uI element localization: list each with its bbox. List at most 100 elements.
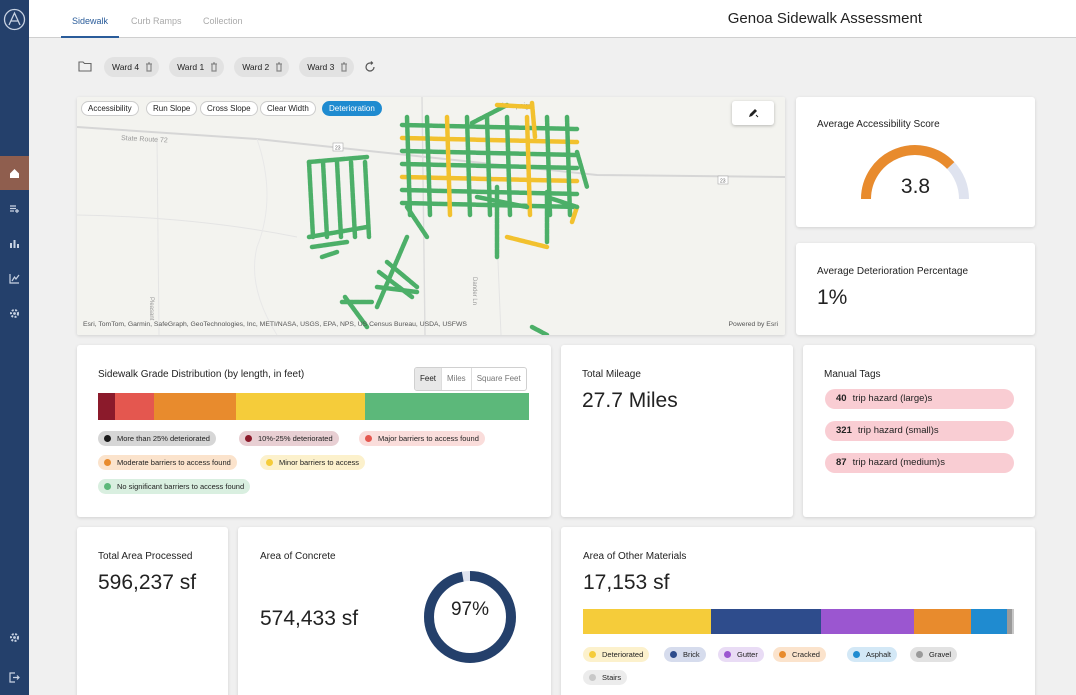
tab-curb-ramps[interactable]: Curb Ramps	[131, 16, 182, 26]
materials-legend-item[interactable]: Gravel	[910, 647, 958, 662]
sidewalk-segment[interactable]	[504, 114, 513, 218]
add-list-nav[interactable]	[0, 191, 29, 225]
grade-legend-item[interactable]: Minor barriers to access	[260, 455, 366, 470]
sidewalk-segment[interactable]	[424, 114, 433, 218]
sidewalk-segment[interactable]	[320, 159, 330, 240]
trash-icon[interactable]	[340, 62, 348, 72]
trash-icon[interactable]	[275, 62, 283, 72]
map-edit-button[interactable]	[732, 101, 774, 125]
grade-bar-segment[interactable]	[365, 393, 529, 420]
materials-legend-item[interactable]: Stairs	[583, 670, 628, 685]
grade-bar-segment[interactable]	[98, 393, 116, 420]
unit-feet[interactable]: Feet	[415, 368, 442, 390]
ward-chip[interactable]: Ward 2	[234, 57, 290, 77]
sidewalk-segment[interactable]	[524, 114, 533, 218]
ward-chip[interactable]: Ward 1	[169, 57, 225, 77]
sidewalk-segment[interactable]	[404, 114, 413, 218]
materials-bar-segment[interactable]	[583, 609, 711, 634]
unit-square-feet[interactable]: Square Feet	[470, 368, 526, 390]
grade-legend-item[interactable]: Major barriers to access found	[359, 431, 485, 446]
materials-legend-item[interactable]: Gutter	[718, 647, 764, 662]
reports-nav[interactable]	[0, 261, 29, 295]
sidewalk-segment[interactable]	[374, 234, 410, 310]
sidewalk-segment[interactable]	[306, 159, 316, 240]
sidewalk-segment[interactable]	[494, 102, 535, 110]
sidewalk-segment[interactable]	[544, 194, 580, 210]
materials-bar-segment[interactable]	[710, 609, 822, 634]
map-tool-accessibility[interactable]: Accessibility	[81, 101, 139, 116]
sidewalk-segment[interactable]	[348, 159, 358, 240]
sidewalk-segment[interactable]	[306, 154, 370, 165]
app-logo-icon[interactable]	[3, 8, 26, 31]
sidewalk-segment[interactable]	[374, 284, 420, 295]
materials-bar-segment[interactable]	[1011, 609, 1014, 634]
map-tool-cross-slope[interactable]: Cross Slope	[200, 101, 258, 116]
sidewalk-segment[interactable]	[529, 100, 538, 140]
total-area-value: 596,237 sf	[98, 571, 197, 594]
map-canvas[interactable]: State Route 72 Champaign 23 23 Pleasant …	[77, 97, 785, 335]
sidewalk-segment[interactable]	[306, 224, 370, 240]
grade-legend-item[interactable]: Moderate barriers to access found	[98, 455, 237, 470]
trash-icon[interactable]	[145, 62, 153, 72]
ward-chip[interactable]: Ward 3	[299, 57, 355, 77]
materials-legend-item[interactable]: Brick	[664, 647, 706, 662]
tab-sidewalk[interactable]: Sidewalk	[61, 0, 119, 38]
materials-stacked-bar[interactable]	[583, 609, 1014, 634]
sidewalk-network[interactable]	[306, 100, 590, 335]
settings-nav[interactable]	[0, 296, 29, 330]
map-card[interactable]: State Route 72 Champaign 23 23 Pleasant …	[77, 97, 785, 335]
sidewalk-segment[interactable]	[384, 259, 420, 290]
sidewalk-segment[interactable]	[474, 194, 530, 210]
grade-legend-item[interactable]: 10%-25% deteriorated	[239, 431, 339, 446]
deterioration-title: Average Deterioration Percentage	[817, 266, 969, 277]
sidewalk-segment[interactable]	[334, 159, 344, 240]
concrete-donut	[424, 571, 516, 663]
tab-collection[interactable]: Collection	[203, 16, 243, 26]
sidewalk-segment[interactable]	[404, 204, 430, 240]
map-tool-run-slope[interactable]: Run Slope	[146, 101, 198, 116]
logout-nav[interactable]	[0, 660, 29, 694]
legend-dot-icon	[266, 459, 273, 466]
materials-legend-item[interactable]: Deteriorated	[583, 647, 650, 662]
map-tool-clear-width[interactable]: Clear Width	[260, 101, 316, 116]
materials-legend-item[interactable]: Cracked	[773, 647, 826, 662]
sidewalk-segment[interactable]	[319, 249, 340, 260]
sidewalk-segment[interactable]	[444, 114, 453, 218]
sidewalk-segment[interactable]	[569, 204, 580, 225]
materials-bar-segment[interactable]	[914, 609, 971, 634]
sidewalk-segment[interactable]	[574, 149, 590, 190]
sidewalk-segment[interactable]	[529, 324, 550, 335]
map-label-street: Dander Ln	[471, 277, 477, 305]
sidewalk-segment[interactable]	[464, 114, 473, 218]
sidewalk-segment[interactable]	[504, 234, 550, 250]
manual-tag[interactable]: 40 trip hazard (large)s	[825, 389, 1014, 409]
ward-chip[interactable]: Ward 4	[104, 57, 160, 77]
grade-bar-segment[interactable]	[154, 393, 236, 420]
refresh-icon[interactable]	[364, 61, 376, 73]
materials-bar-segment[interactable]	[821, 609, 915, 634]
manual-tag[interactable]: 321 trip hazard (small)s	[825, 421, 1014, 441]
sidewalk-segment[interactable]	[469, 102, 510, 126]
account-settings-nav[interactable]	[0, 620, 29, 654]
grade-legend-label: Major barriers to access found	[378, 434, 479, 443]
sidewalk-segment[interactable]	[564, 114, 573, 218]
folder-icon[interactable]	[78, 60, 92, 72]
charts-nav[interactable]	[0, 226, 29, 260]
materials-bar-segment[interactable]	[1007, 609, 1012, 634]
home-nav[interactable]	[0, 156, 29, 190]
materials-legend-label: Gutter	[737, 650, 758, 659]
trash-icon[interactable]	[210, 62, 218, 72]
grade-bar-segment[interactable]	[115, 393, 155, 420]
sidewalk-segment[interactable]	[309, 239, 350, 250]
grade-legend-item[interactable]: No significant barriers to access found	[98, 479, 251, 494]
unit-miles[interactable]: Miles	[441, 368, 471, 390]
manual-tag[interactable]: 87 trip hazard (medium)s	[825, 453, 1014, 473]
grade-legend-item[interactable]: More than 25% deteriorated	[98, 431, 216, 446]
materials-legend-item[interactable]: Asphalt	[847, 647, 898, 662]
map-tool-deterioration[interactable]: Deterioration	[322, 101, 382, 116]
unit-toggle[interactable]: Feet Miles Square Feet	[414, 367, 527, 391]
sidewalk-segment[interactable]	[362, 159, 372, 240]
materials-bar-segment[interactable]	[970, 609, 1008, 634]
grade-bar-segment[interactable]	[235, 393, 366, 420]
grade-stacked-bar[interactable]	[98, 393, 529, 420]
